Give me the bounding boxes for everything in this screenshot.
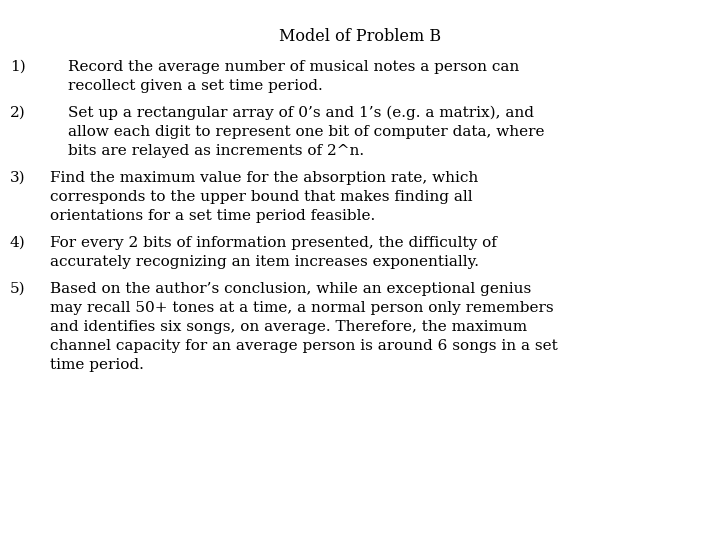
Text: Model of Problem B: Model of Problem B bbox=[279, 28, 441, 45]
Text: bits are relayed as increments of 2^n.: bits are relayed as increments of 2^n. bbox=[68, 144, 364, 158]
Text: For every 2 bits of information presented, the difficulty of: For every 2 bits of information presente… bbox=[50, 236, 497, 250]
Text: 1): 1) bbox=[10, 60, 26, 74]
Text: accurately recognizing an item increases exponentially.: accurately recognizing an item increases… bbox=[50, 255, 479, 269]
Text: Set up a rectangular array of 0’s and 1’s (e.g. a matrix), and: Set up a rectangular array of 0’s and 1’… bbox=[68, 106, 534, 120]
Text: 2): 2) bbox=[10, 106, 26, 120]
Text: 4): 4) bbox=[10, 236, 26, 250]
Text: recollect given a set time period.: recollect given a set time period. bbox=[68, 79, 323, 93]
Text: channel capacity for an average person is around 6 songs in a set: channel capacity for an average person i… bbox=[50, 339, 558, 353]
Text: 5): 5) bbox=[10, 282, 26, 296]
Text: may recall 50+ tones at a time, a normal person only remembers: may recall 50+ tones at a time, a normal… bbox=[50, 301, 554, 315]
Text: allow each digit to represent one bit of computer data, where: allow each digit to represent one bit of… bbox=[68, 125, 544, 139]
Text: Record the average number of musical notes a person can: Record the average number of musical not… bbox=[68, 60, 519, 74]
Text: orientations for a set time period feasible.: orientations for a set time period feasi… bbox=[50, 209, 375, 223]
Text: Find the maximum value for the absorption rate, which: Find the maximum value for the absorptio… bbox=[50, 171, 478, 185]
Text: time period.: time period. bbox=[50, 358, 144, 372]
Text: and identifies six songs, on average. Therefore, the maximum: and identifies six songs, on average. Th… bbox=[50, 320, 527, 334]
Text: Based on the author’s conclusion, while an exceptional genius: Based on the author’s conclusion, while … bbox=[50, 282, 531, 296]
Text: 3): 3) bbox=[10, 171, 26, 185]
Text: corresponds to the upper bound that makes finding all: corresponds to the upper bound that make… bbox=[50, 190, 472, 204]
